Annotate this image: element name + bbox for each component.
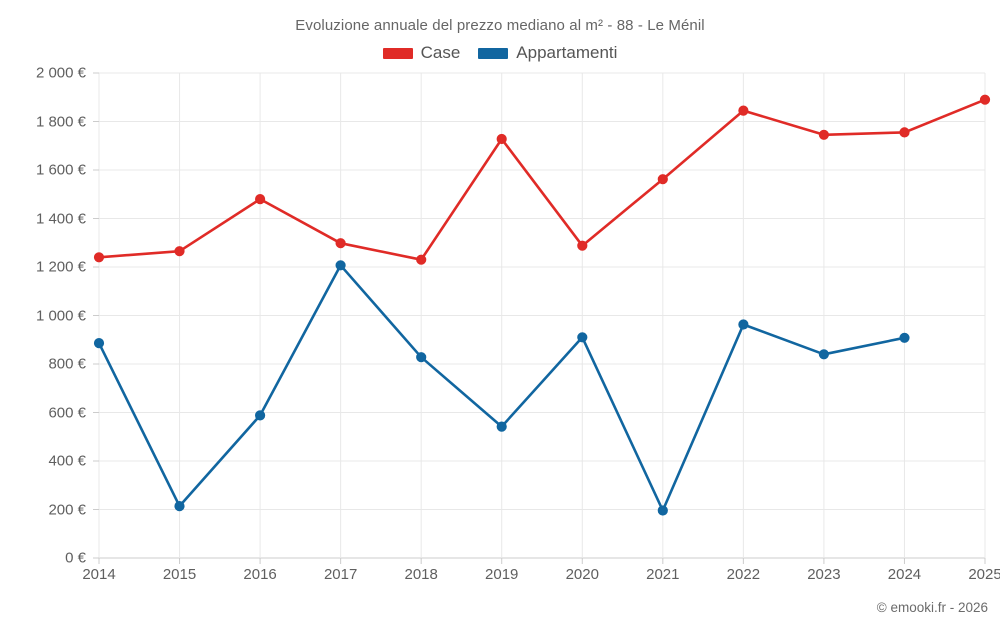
- x-tick-label: 2024: [887, 566, 922, 583]
- data-point-case: [335, 238, 346, 249]
- y-tick-label: 1 200 €: [35, 258, 86, 276]
- x-tick-label: 2022: [726, 566, 761, 583]
- data-point-appartamenti: [496, 421, 507, 432]
- data-point-appartamenti: [738, 319, 749, 330]
- data-point-case: [577, 240, 588, 251]
- data-point-case: [899, 127, 910, 138]
- x-tick-label: 2021: [646, 566, 680, 583]
- data-point-appartamenti: [657, 505, 668, 516]
- data-point-appartamenti: [577, 332, 588, 343]
- data-point-case: [979, 94, 991, 105]
- x-tick-label: 2014: [82, 566, 116, 583]
- y-tick-label: 1 800 €: [35, 113, 86, 130]
- y-tick-label: 1 000 €: [35, 307, 86, 324]
- y-tick-label: 1 600 €: [35, 161, 86, 179]
- y-tick-label: 800 €: [48, 355, 86, 373]
- data-point-appartamenti: [93, 338, 105, 349]
- data-point-appartamenti: [818, 349, 830, 360]
- data-point-case: [818, 129, 830, 140]
- x-tick-label: 2025: [968, 566, 1000, 583]
- x-tick-label: 2016: [243, 566, 277, 583]
- series-line-case: [97, 98, 987, 261]
- data-point-case: [738, 105, 749, 116]
- x-tick-label: 2018: [404, 566, 438, 583]
- data-point-appartamenti: [174, 501, 185, 512]
- x-tick-label: 2019: [485, 566, 519, 583]
- data-point-appartamenti: [416, 352, 427, 363]
- data-point-case: [657, 174, 668, 185]
- data-point-case: [93, 252, 105, 263]
- data-point-appartamenti: [335, 260, 346, 271]
- legend-label-case: Case: [420, 43, 461, 62]
- data-point-case: [174, 246, 185, 257]
- data-point-case: [496, 133, 507, 145]
- y-tick-label: 1 400 €: [35, 210, 86, 227]
- y-tick-label: 600 €: [48, 404, 86, 421]
- chart-title: Evoluzione annuale del prezzo mediano al…: [295, 17, 705, 34]
- y-tick-label: 0 €: [65, 549, 86, 567]
- x-tick-label: 2020: [565, 566, 599, 583]
- y-axis-tick-labels: 0 € 200 € 400 € 600 € 800 € 1 000 € 1 200 € 1 4…: [0, 0, 86, 625]
- x-tick-label: 2023: [807, 566, 841, 583]
- y-tick-label: 200 €: [48, 501, 86, 518]
- legend-label-appartamenti: Appartamenti: [516, 43, 618, 62]
- y-tick-label: 400 €: [48, 452, 86, 470]
- data-point-case: [416, 254, 427, 265]
- copyright-credit: © emooki.fr - 2026: [876, 600, 988, 615]
- legend-item-case[interactable]: Case: [382, 43, 461, 63]
- x-tick-label: 2015: [162, 566, 197, 583]
- data-point-appartamenti: [899, 332, 910, 343]
- data-point-case: [255, 194, 266, 205]
- legend-swatch-appartamenti: [478, 47, 509, 59]
- legend-swatch-case: [382, 47, 413, 59]
- legend-item-appartamenti[interactable]: Appartamenti: [478, 43, 617, 63]
- y-tick-label: 2 000 €: [35, 64, 86, 82]
- data-point-appartamenti: [255, 410, 266, 421]
- chart-legend: Case Appartamenti: [0, 43, 1000, 63]
- x-tick-label: 2017: [323, 566, 358, 583]
